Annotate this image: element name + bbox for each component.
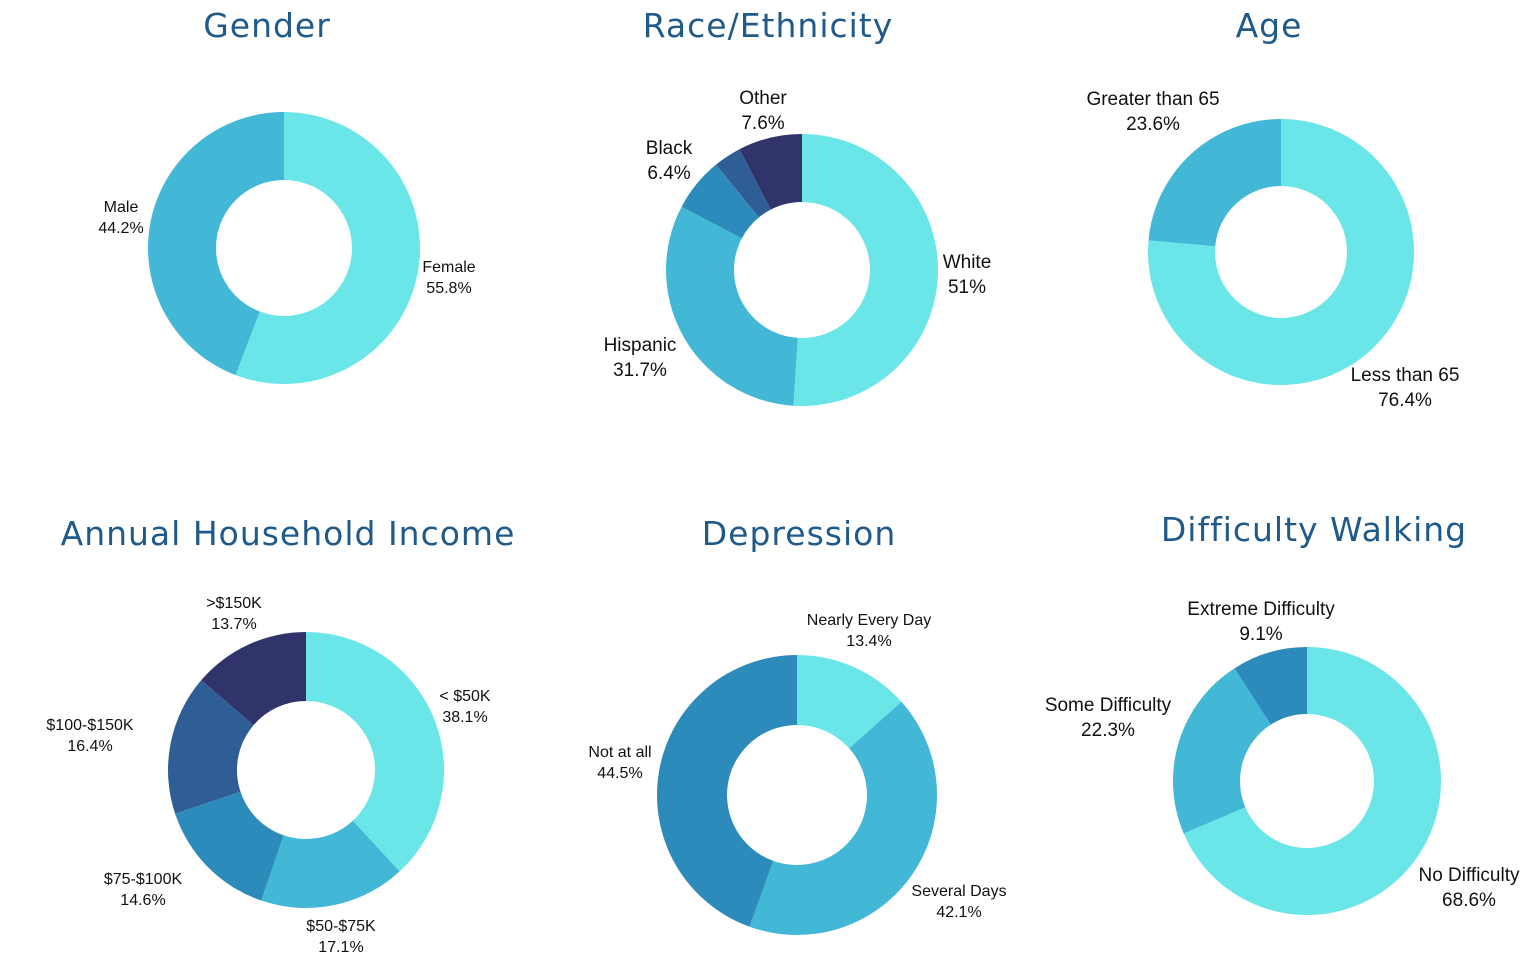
slice-label-other: Other 7.6% (739, 88, 787, 134)
donut-depression (656, 655, 937, 935)
donut-gender (148, 112, 421, 384)
slice-income-100-150k (167, 680, 254, 814)
slice-label-several-days: Several Days 42.1% (911, 883, 1007, 921)
slice-age-greater-than-65 (1148, 118, 1281, 247)
slice-label-hispanic: Hispanic 31.7% (603, 335, 677, 381)
slice-gender-male (148, 112, 284, 376)
chart-title-walking: Difficulty Walking (1160, 510, 1468, 549)
slice-label-female: Female 55.8% (422, 259, 476, 297)
slice-label-50-75k: $50-$75K 17.1% (306, 918, 376, 956)
slice-race-unlabeled (715, 149, 771, 218)
slice-walking-some-difficulty (1173, 668, 1271, 834)
slice-gender-female (235, 112, 421, 384)
slice-income-50k (306, 632, 445, 872)
chart-title-age: Age (1235, 6, 1303, 45)
slice-walking-extreme-difficulty (1234, 647, 1307, 725)
slice-walking-no-difficulty (1183, 647, 1441, 916)
slice-label-under-50k: < $50K 38.1% (439, 688, 491, 726)
slice-age-less-than-65 (1148, 119, 1414, 385)
slice-income-75-100k (175, 791, 284, 901)
donut-age (1148, 118, 1414, 385)
slice-income-150k (201, 632, 306, 726)
slice-label-not-at-all: Not at all 44.5% (588, 744, 652, 782)
slice-label-100-150k: $100-$150K 16.4% (46, 717, 134, 755)
slice-depression-not-at-all (656, 655, 797, 927)
slice-label-less-than-65: Less than 65 76.4% (1350, 365, 1460, 411)
slice-race-hispanic (666, 206, 798, 406)
slice-race-white (793, 134, 939, 406)
slice-label-over-150k: >$150K 13.7% (206, 595, 262, 633)
slice-income-50-75k (261, 820, 400, 908)
slice-label-male: Male 44.2% (98, 199, 144, 237)
donut-race (666, 134, 939, 406)
slice-label-no-difficulty: No Difficulty 68.6% (1418, 865, 1520, 911)
chart-title-race: Race/Ethnicity (642, 6, 894, 45)
donut-income (167, 632, 445, 908)
slice-label-black: Black 6.4% (645, 138, 693, 184)
slice-label-extreme-difficulty: Extreme Difficulty 9.1% (1187, 599, 1335, 645)
slice-depression-nearly-every-day (797, 655, 902, 749)
chart-title-income: Annual Household Income (60, 514, 516, 553)
chart-title-gender: Gender (203, 6, 331, 45)
slice-label-some-difficulty: Some Difficulty 22.3% (1044, 695, 1172, 741)
slice-depression-several-days (749, 701, 937, 935)
slice-label-nearly-every-day: Nearly Every Day 13.4% (806, 612, 932, 650)
slice-race-black (681, 164, 759, 239)
slice-label-75-100k: $75-$100K 14.6% (103, 871, 183, 909)
slice-label-white: White 51% (942, 252, 992, 298)
slice-race-other (739, 134, 802, 210)
donut-walking (1173, 647, 1441, 916)
slice-label-greater-than-65: Greater than 65 23.6% (1086, 89, 1220, 135)
chart-title-depression: Depression (701, 514, 897, 553)
